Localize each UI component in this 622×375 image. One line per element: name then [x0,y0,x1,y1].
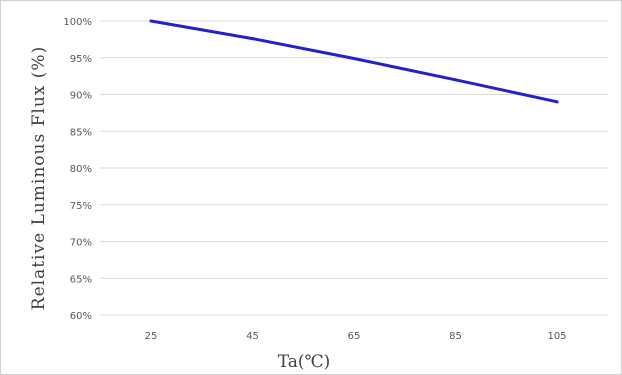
series-layer [149,19,559,104]
y-tick-label: 75% [70,201,92,212]
x-axis-ticks: 25 45 65 85 105 [145,331,567,342]
y-tick-label: 100% [63,17,92,28]
y-tick-label: 85% [70,127,92,138]
x-tick-label: 65 [348,331,361,342]
data-point [352,56,356,60]
x-axis-title: Ta(℃) [278,352,330,372]
y-axis-title: Relative Luminous Flux (%) [29,46,49,310]
x-tick-label: 45 [246,331,259,342]
x-tick-label: 105 [547,331,566,342]
y-tick-label: 60% [70,311,92,322]
y-tick-label: 65% [70,274,92,285]
data-point [555,100,559,104]
y-axis-ticks: 60% 65% 70% 75% 80% 85% 90% 95% 100% [63,17,92,322]
data-point [251,37,254,41]
x-tick-label: 25 [145,331,158,342]
y-tick-label: 70% [70,238,92,249]
y-tick-label: 90% [70,91,92,102]
y-tick-label: 95% [70,54,92,65]
x-tick-label: 85 [449,331,462,342]
data-point [454,78,457,82]
data-point [149,19,153,23]
y-tick-label: 80% [70,164,92,175]
gridlines [100,20,608,316]
